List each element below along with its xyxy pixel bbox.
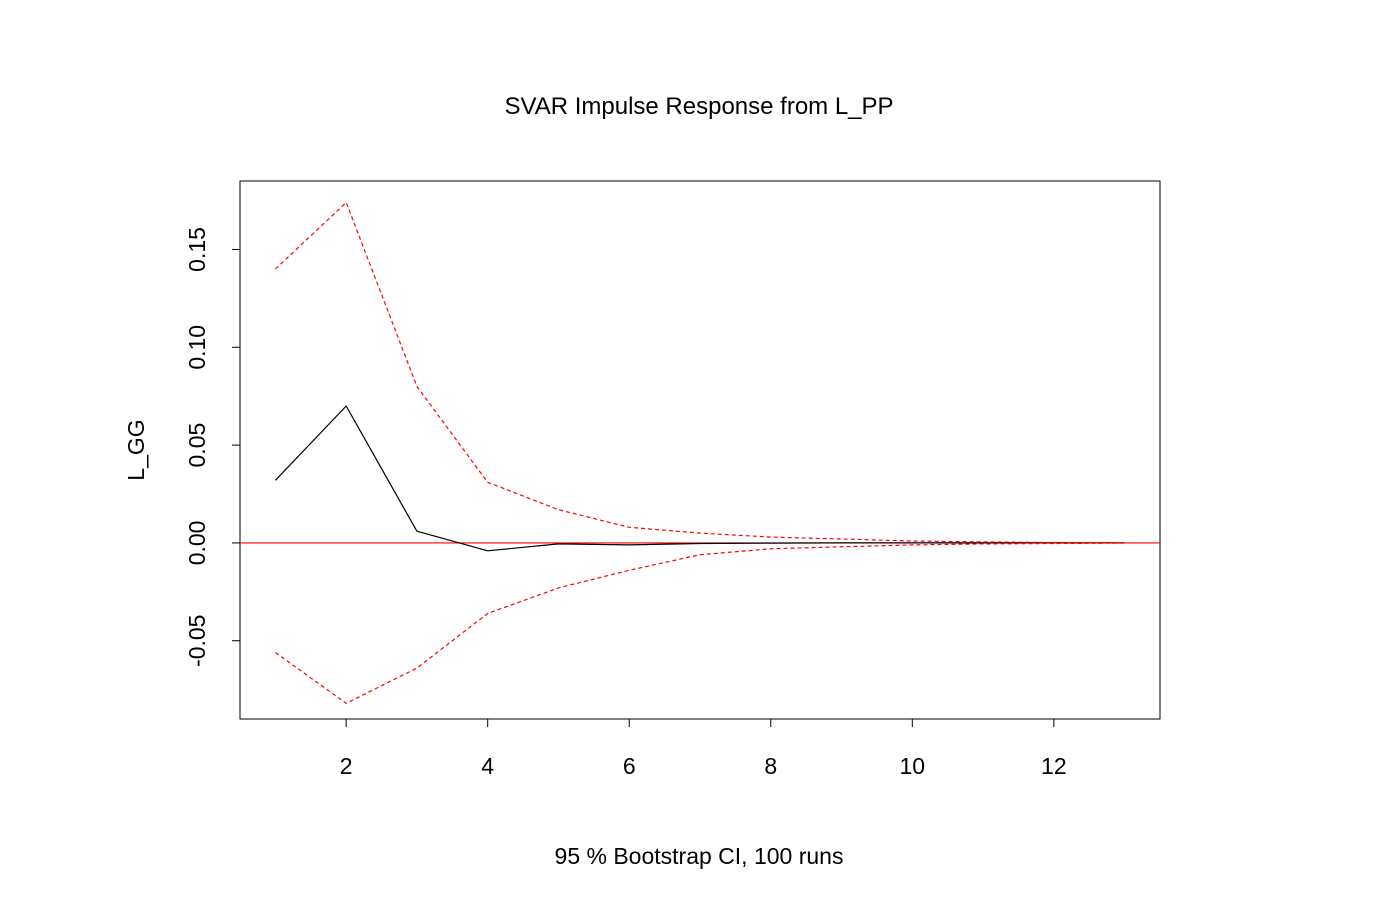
x-tick-label: 8: [764, 753, 777, 779]
x-tick-label: 4: [481, 753, 494, 779]
chart-title: SVAR Impulse Response from L_PP: [504, 93, 893, 120]
x-axis-label: 95 % Bootstrap CI, 100 runs: [555, 843, 844, 869]
y-tick-label: 0.00: [184, 521, 210, 566]
x-tick-label: 6: [623, 753, 636, 779]
y-tick-label: 0.10: [184, 325, 210, 370]
y-axis-label: L_GG: [123, 419, 149, 480]
y-tick-label: 0.05: [184, 423, 210, 468]
upper-ci-line: [274, 201, 1125, 544]
x-tick-label: 10: [900, 753, 926, 779]
x-axis: 2 4 6 8 10 12: [340, 719, 1067, 779]
impulse-response-line: [274, 405, 1125, 552]
plot-area: [240, 201, 1160, 704]
y-tick-label: 0.15: [184, 227, 210, 272]
plot-frame: [239, 180, 1161, 720]
x-tick-label: 12: [1041, 753, 1067, 779]
y-tick-label: -0.05: [184, 615, 210, 667]
x-tick-label: 2: [340, 753, 353, 779]
lower-ci-line: [275, 542, 1125, 704]
y-axis: -0.05 0.00 0.05 0.10 0.15: [184, 227, 240, 667]
